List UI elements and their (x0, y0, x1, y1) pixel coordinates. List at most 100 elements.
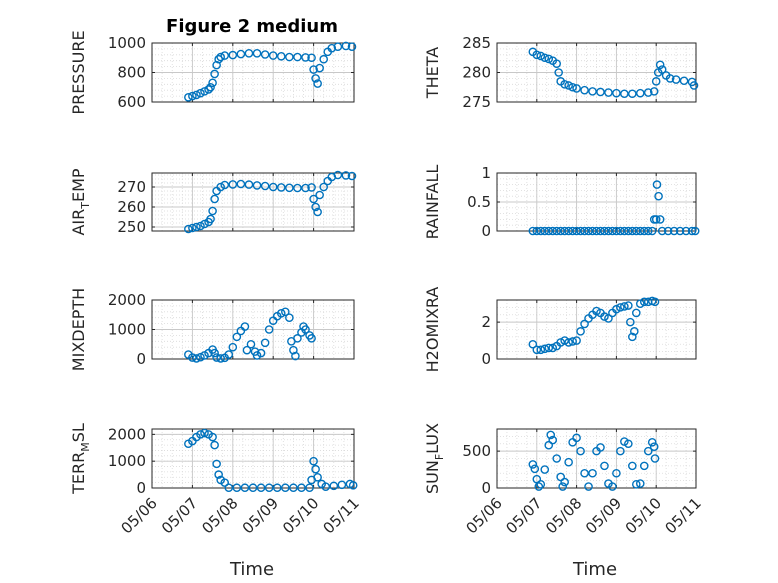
data-point (210, 69, 219, 79)
data-point (540, 344, 550, 354)
data-point (647, 437, 657, 447)
data-point (600, 312, 609, 321)
data-point (228, 180, 238, 189)
data-point (568, 226, 577, 236)
data-point (321, 482, 331, 491)
data-point (311, 202, 320, 212)
data-point (544, 54, 554, 64)
data-point (313, 207, 322, 217)
y-tick-label: 2000 (108, 291, 146, 309)
data-point (635, 88, 645, 98)
data-point (285, 313, 294, 323)
data-point (210, 194, 219, 204)
data-point (210, 348, 219, 358)
data-point (220, 478, 230, 487)
data-point (604, 88, 613, 97)
data-point (200, 219, 209, 229)
data-point (572, 336, 581, 345)
data-point (635, 226, 645, 236)
data-point (188, 223, 197, 233)
data-point (268, 182, 278, 192)
data-point (240, 322, 250, 331)
data-point (564, 226, 573, 236)
y-tick-label: 275 (462, 93, 491, 111)
data-point (236, 179, 246, 189)
data-point (560, 336, 569, 345)
data-point (657, 65, 667, 74)
data-point (596, 226, 605, 236)
data-point (311, 464, 320, 474)
data-point (341, 41, 351, 51)
data-point (554, 68, 563, 77)
data-point (196, 430, 205, 439)
data-point (532, 345, 542, 355)
data-point (285, 183, 294, 193)
x-tick-label: 05/10 (279, 494, 322, 537)
data-point (206, 214, 215, 224)
data-point (572, 226, 581, 236)
x-tick-label: 05/10 (622, 494, 665, 537)
data-point (276, 308, 286, 318)
data-point (301, 325, 310, 334)
y-tick-label: 2 (481, 313, 491, 331)
x-axis-label-right: Time (572, 559, 617, 580)
data-point (329, 481, 339, 491)
data-point (679, 76, 689, 86)
data-point (208, 78, 217, 88)
data-point (632, 226, 641, 236)
data-point (232, 483, 242, 493)
data-point (639, 297, 649, 307)
data-point (347, 171, 357, 181)
x-tick-label: 05/06 (463, 494, 506, 537)
y-axis-label: AIRTEMP (69, 168, 92, 235)
data-point (536, 480, 546, 489)
data-point (665, 74, 675, 83)
data-point (276, 51, 286, 61)
data-point (612, 304, 621, 314)
data-point (689, 81, 699, 90)
x-tick-label: 05/09 (582, 494, 625, 537)
y-tick-label: 0 (136, 350, 146, 368)
data-point (536, 345, 546, 355)
data-point (248, 483, 258, 493)
data-point (560, 477, 569, 487)
data-point (604, 314, 613, 323)
data-point (293, 183, 302, 193)
data-point (608, 482, 617, 491)
x-tick-label: 05/08 (542, 494, 585, 537)
data-point (333, 170, 343, 180)
data-point (635, 479, 645, 488)
data-point (624, 301, 633, 310)
data-point (544, 343, 554, 353)
data-point (552, 226, 562, 236)
data-point (289, 483, 298, 493)
data-point (307, 53, 316, 63)
data-point (596, 87, 605, 97)
data-point (244, 180, 254, 189)
data-point (663, 226, 673, 236)
data-point (260, 50, 270, 59)
data-point (309, 194, 318, 204)
data-point (558, 482, 567, 491)
subplot-rainfall: 0 0.5 1 RAINFALL (423, 164, 700, 240)
y-tick-label: 1 (481, 164, 491, 182)
x-tick-label: 05/09 (239, 494, 282, 537)
x-tick-label: 05/07 (158, 494, 201, 537)
data-point (236, 49, 246, 59)
data-point (580, 85, 589, 95)
data-point (220, 180, 230, 190)
data-point (281, 307, 290, 317)
data-point (655, 60, 665, 70)
data-point (620, 302, 629, 311)
data-point (548, 343, 558, 353)
subplot-mixdepth: 0 1000 2000 MIXDEPTH (69, 288, 355, 371)
data-point (289, 345, 298, 355)
data-point (572, 433, 581, 443)
data-point (630, 327, 639, 336)
data-point (534, 482, 544, 491)
data-point (236, 326, 246, 336)
data-point (572, 84, 581, 93)
data-point (580, 319, 589, 329)
